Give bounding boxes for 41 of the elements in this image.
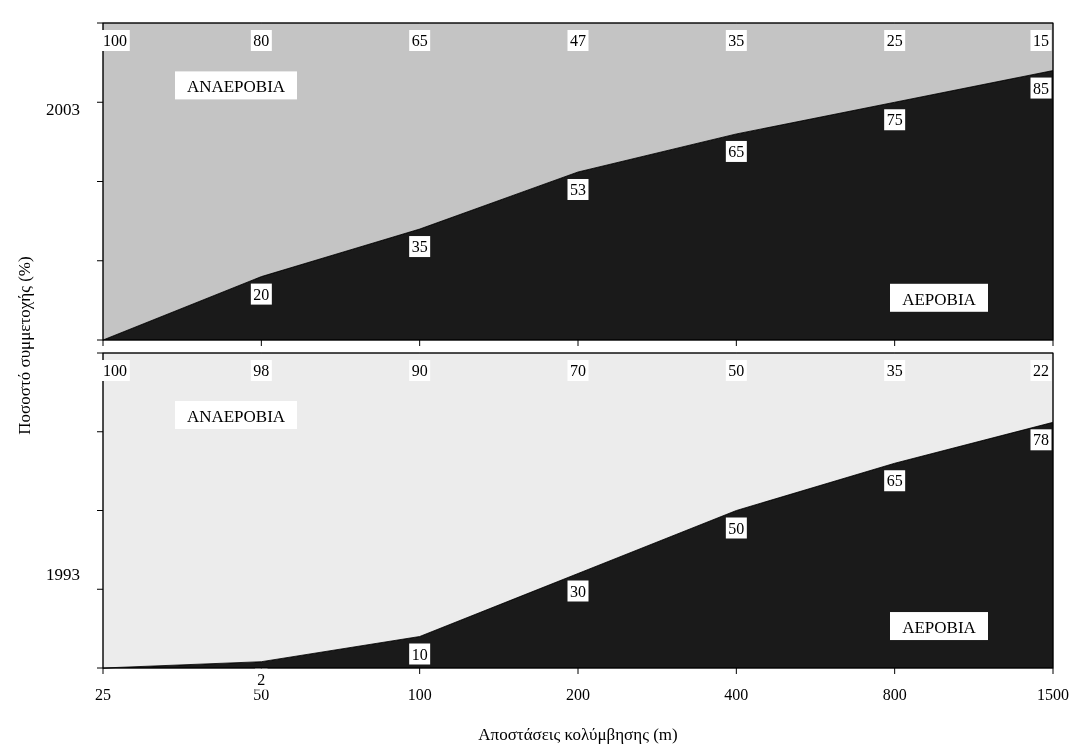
data-label: 53 bbox=[570, 180, 586, 198]
text: 2003 bbox=[46, 99, 80, 119]
series-label: ΑΝΑΕΡΟΒΙΑ bbox=[186, 77, 286, 97]
data-label: 65 bbox=[728, 142, 745, 160]
data-label: 30 bbox=[570, 582, 586, 600]
data-label: 50 bbox=[728, 362, 745, 379]
data-label: 35 bbox=[411, 238, 428, 256]
data-label: 70 bbox=[570, 362, 586, 379]
x-tick-label: 25 bbox=[95, 686, 111, 703]
series-label: ΑΕΡΟΒΙΑ bbox=[902, 618, 977, 638]
x-tick-label: 400 bbox=[724, 686, 749, 703]
y-axis-title: Ποσοστό συμμετοχής (%) bbox=[15, 256, 34, 435]
data-label: 25 bbox=[886, 32, 903, 49]
data-label: 20 bbox=[253, 285, 270, 303]
data-label: 22 bbox=[1033, 362, 1049, 379]
data-label: 65 bbox=[411, 32, 428, 49]
data-label: 2 bbox=[257, 670, 266, 688]
x-axis-title: Αποστάσεις κολύμβησης (m) bbox=[478, 725, 678, 744]
series-label: ΑΕΡΟΒΙΑ bbox=[902, 289, 977, 309]
data-label: 98 bbox=[253, 362, 270, 379]
series-label: ΑΝΑΕΡΟΒΙΑ bbox=[186, 407, 286, 426]
data-label: 80 bbox=[253, 32, 270, 49]
data-label: 75 bbox=[886, 111, 903, 129]
x-tick-label: 50 bbox=[253, 686, 270, 703]
x-tick-label: 1500 bbox=[1037, 686, 1069, 703]
data-label: 90 bbox=[411, 362, 428, 379]
data-label: 100 bbox=[103, 32, 127, 49]
data-label: 15 bbox=[1033, 32, 1049, 49]
x-tick-label: 800 bbox=[882, 686, 907, 703]
x-tick-label: 100 bbox=[407, 686, 432, 703]
data-label: 78 bbox=[1033, 431, 1049, 449]
x-tick-label: 200 bbox=[566, 686, 590, 703]
data-label: 47 bbox=[570, 32, 586, 49]
data-label: 100 bbox=[103, 362, 127, 379]
text: 1993 bbox=[46, 564, 80, 584]
data-label: 35 bbox=[728, 32, 745, 49]
data-label: 85 bbox=[1033, 79, 1049, 97]
data-label: 65 bbox=[886, 472, 903, 490]
data-label: 10 bbox=[411, 645, 428, 663]
data-label: 35 bbox=[886, 362, 903, 379]
data-label: 50 bbox=[728, 519, 745, 537]
